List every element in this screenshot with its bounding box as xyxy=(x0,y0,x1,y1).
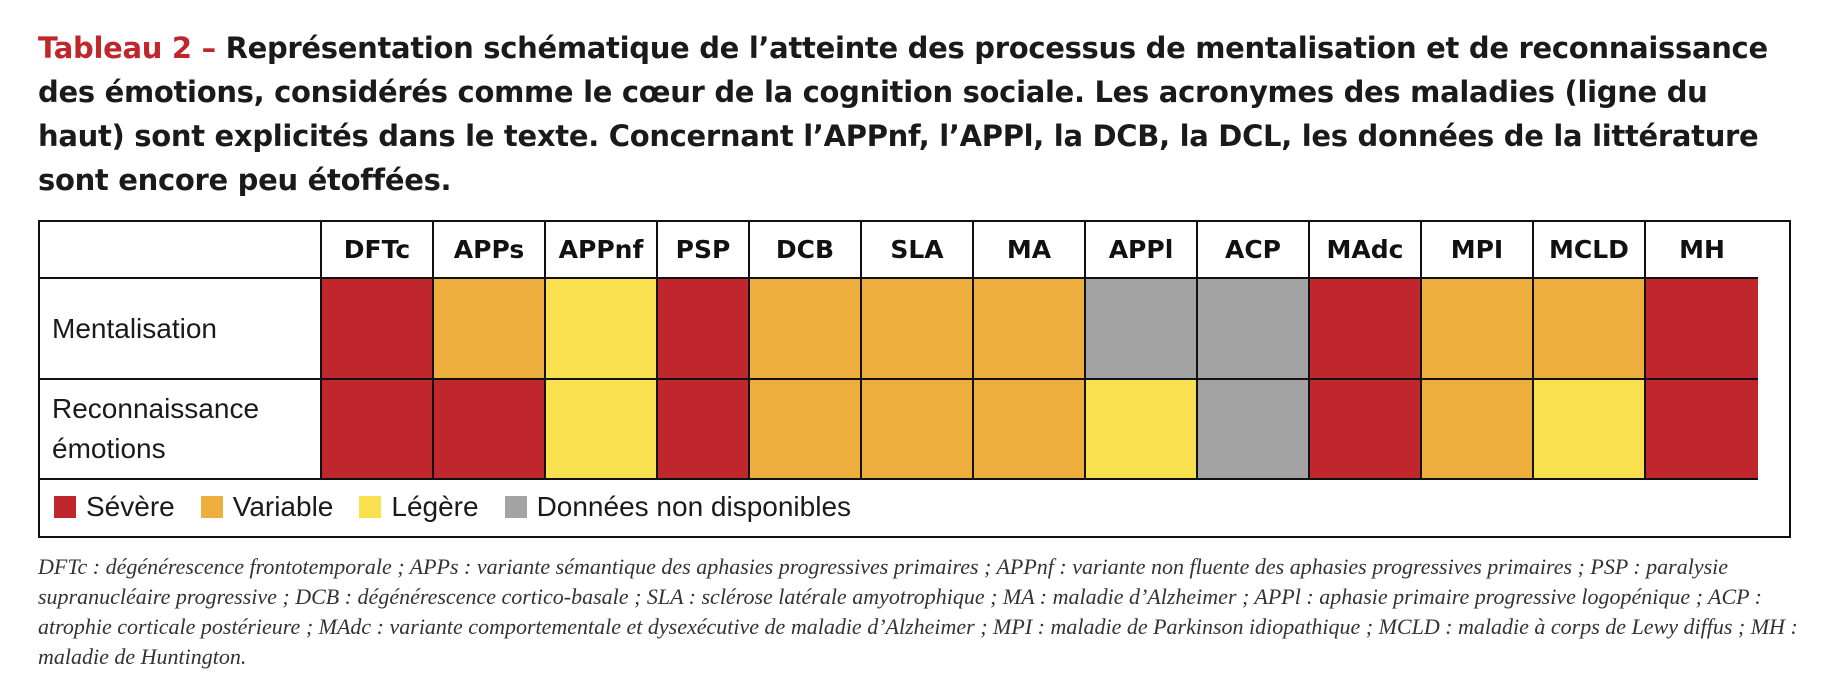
legend-swatch-severe xyxy=(54,496,76,518)
severity-cell-variable xyxy=(434,279,546,380)
severity-cell-severe xyxy=(658,380,750,480)
severity-cell-severe xyxy=(434,380,546,480)
severity-cell-severe xyxy=(1646,279,1758,380)
row-label: Mentalisation xyxy=(40,279,322,380)
severity-cell-severe xyxy=(658,279,750,380)
column-header: APPnf xyxy=(546,222,658,279)
legend-swatch-legere xyxy=(359,496,382,518)
legend: Sévère Variable Légère Données non dispo… xyxy=(40,480,1789,534)
severity-cell-variable xyxy=(1534,279,1646,380)
column-header: MA xyxy=(974,222,1086,279)
legend-item-nd: Données non disponibles xyxy=(504,491,852,523)
severity-cell-variable xyxy=(862,380,974,480)
caption-label: Tableau 2 – xyxy=(38,31,216,65)
severity-cell-nd xyxy=(1086,279,1198,380)
severity-cell-variable xyxy=(974,279,1086,380)
table-grid: DFTc APPs APPnf PSP DCB SLA MA APPl ACP MAdc MPI MC… xyxy=(40,222,1789,480)
severity-cell-severe xyxy=(1310,380,1422,480)
severity-cell-legere xyxy=(546,279,658,380)
legend-item-legere: Légère xyxy=(359,491,479,523)
severity-cell-severe xyxy=(1310,279,1422,380)
column-header: ACP xyxy=(1198,222,1310,279)
table-corner-cell xyxy=(40,222,322,279)
severity-cell-variable xyxy=(750,380,862,480)
legend-item-variable: Variable xyxy=(200,491,334,523)
severity-table: DFTc APPs APPnf PSP DCB SLA MA APPl ACP MAdc MPI MC… xyxy=(38,220,1791,538)
severity-cell-variable xyxy=(862,279,974,380)
legend-label-severe: Sévère xyxy=(86,491,175,522)
severity-cell-variable xyxy=(1422,380,1534,480)
footnote: DFTc : dégénérescence frontotemporale ; … xyxy=(38,554,1798,669)
column-header: MCLD xyxy=(1534,222,1646,279)
column-header: APPl xyxy=(1086,222,1198,279)
legend-label-legere: Légère xyxy=(391,491,479,522)
severity-cell-variable xyxy=(974,380,1086,480)
severity-cell-variable xyxy=(1422,279,1534,380)
severity-cell-legere xyxy=(1086,380,1198,480)
severity-cell-severe xyxy=(1646,380,1758,480)
severity-cell-severe xyxy=(322,380,434,480)
legend-item-severe: Sévère xyxy=(54,491,175,523)
column-header: SLA xyxy=(862,222,974,279)
severity-cell-variable xyxy=(750,279,862,380)
severity-cell-legere xyxy=(1534,380,1646,480)
column-header: MPI xyxy=(1422,222,1534,279)
column-header: MH xyxy=(1646,222,1758,279)
column-header: DCB xyxy=(750,222,862,279)
row-label: Reconnaissance émotions xyxy=(40,380,322,480)
legend-label-variable: Variable xyxy=(232,491,334,522)
column-header: MAdc xyxy=(1310,222,1422,279)
table-caption: Tableau 2 – Représentation schématique d… xyxy=(38,26,1798,202)
column-header: DFTc xyxy=(322,222,434,279)
legend-swatch-nd xyxy=(504,496,527,518)
caption-text: Représentation schématique de l’atteinte… xyxy=(38,31,1768,197)
column-header: PSP xyxy=(658,222,750,279)
column-header: APPs xyxy=(434,222,546,279)
legend-swatch-variable xyxy=(200,496,223,518)
severity-cell-nd xyxy=(1198,380,1310,480)
legend-label-nd: Données non disponibles xyxy=(536,491,852,522)
severity-cell-severe xyxy=(322,279,434,380)
severity-cell-legere xyxy=(546,380,658,480)
severity-cell-nd xyxy=(1198,279,1310,380)
